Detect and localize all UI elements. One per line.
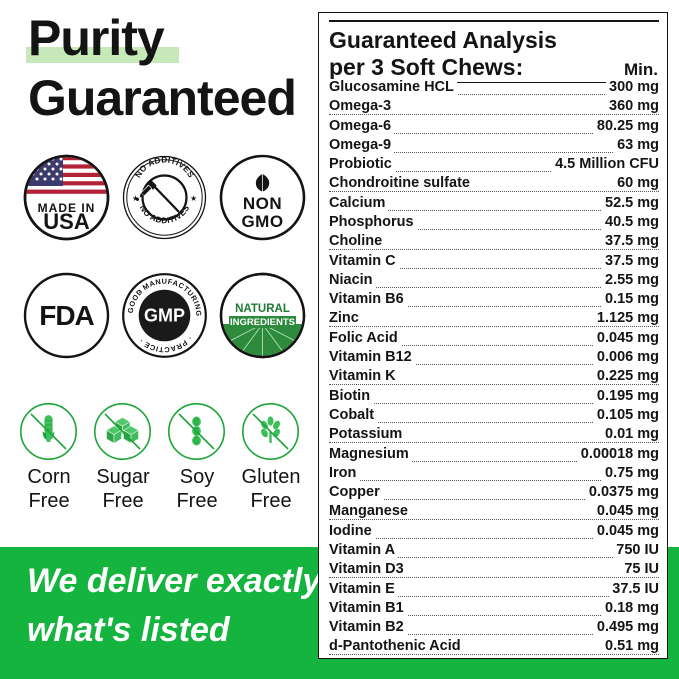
svg-text:USA: USA bbox=[43, 209, 90, 234]
svg-text:GMO: GMO bbox=[241, 212, 283, 231]
svg-text:FDA: FDA bbox=[39, 300, 94, 331]
svg-text:GMP: GMP bbox=[144, 306, 185, 326]
svg-text:NON: NON bbox=[243, 194, 282, 213]
svg-text:NATURAL: NATURAL bbox=[235, 303, 290, 315]
svg-text:INGREDIENTS: INGREDIENTS bbox=[230, 317, 295, 328]
svg-text:★: ★ bbox=[190, 194, 197, 203]
